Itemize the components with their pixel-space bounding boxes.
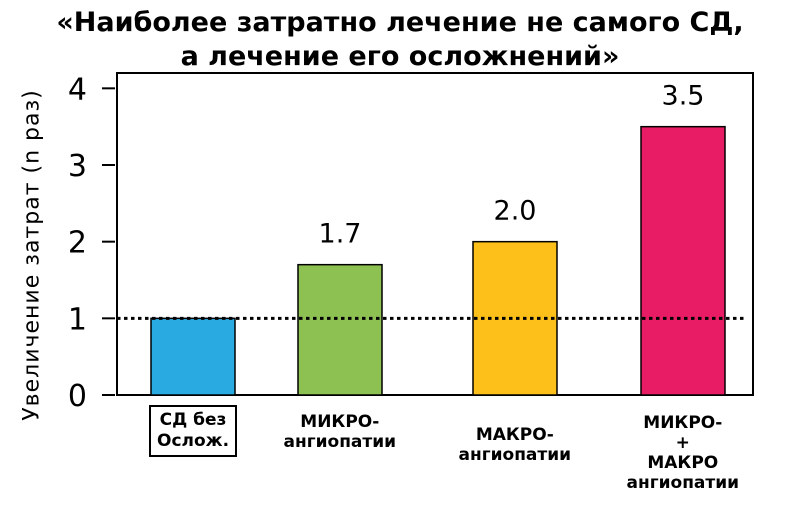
category-label-2-line-2: ангиопатии xyxy=(283,432,397,452)
category-label-4-line-2: + xyxy=(675,433,690,453)
category-label-4-line-4: ангиопатии xyxy=(626,473,740,493)
y-tick-label-4: 4 xyxy=(68,72,87,107)
bar-3 xyxy=(472,240,558,396)
value-label-3: 2.0 xyxy=(494,196,537,227)
value-label-4: 3.5 xyxy=(662,81,705,112)
y-tick-label-0: 0 xyxy=(68,379,87,414)
bar-4 xyxy=(640,125,726,396)
bar-1 xyxy=(150,317,236,396)
category-label-2: МИКРО-ангиопатии xyxy=(284,412,397,452)
chart-title: «Наиболее затратно лечение не самого СД,… xyxy=(0,6,800,74)
category-label-3: МАКРО-ангиопатии xyxy=(459,425,572,465)
plot-frame xyxy=(116,72,754,396)
value-label-2: 1.7 xyxy=(319,219,362,250)
chart-title-line-1: «Наиболее затратно лечение не самого СД, xyxy=(56,7,744,38)
y-tick-label-3: 3 xyxy=(68,149,87,184)
category-label-4-line-3: МАКРО xyxy=(647,453,719,473)
category-label-4-line-1: МИКРО- xyxy=(643,413,723,433)
y-tick-label-2: 2 xyxy=(68,226,87,261)
category-label-1: СД без Ослож. xyxy=(149,405,238,457)
category-label-2-line-1: МИКРО- xyxy=(300,412,380,432)
y-tick-label-1: 1 xyxy=(68,302,87,337)
bar-2 xyxy=(297,263,383,396)
category-label-3-line-2: ангиопатии xyxy=(458,445,572,465)
category-label-4: МИКРО- + МАКРО ангиопатии xyxy=(627,413,740,493)
category-label-1-line-1: СД без xyxy=(159,410,227,430)
category-label-1-line-2: Ослож. xyxy=(157,431,230,451)
chart-title-line-2: а лечение его осложнений» xyxy=(180,41,620,72)
category-label-3-line-1: МАКРО- xyxy=(475,425,554,445)
